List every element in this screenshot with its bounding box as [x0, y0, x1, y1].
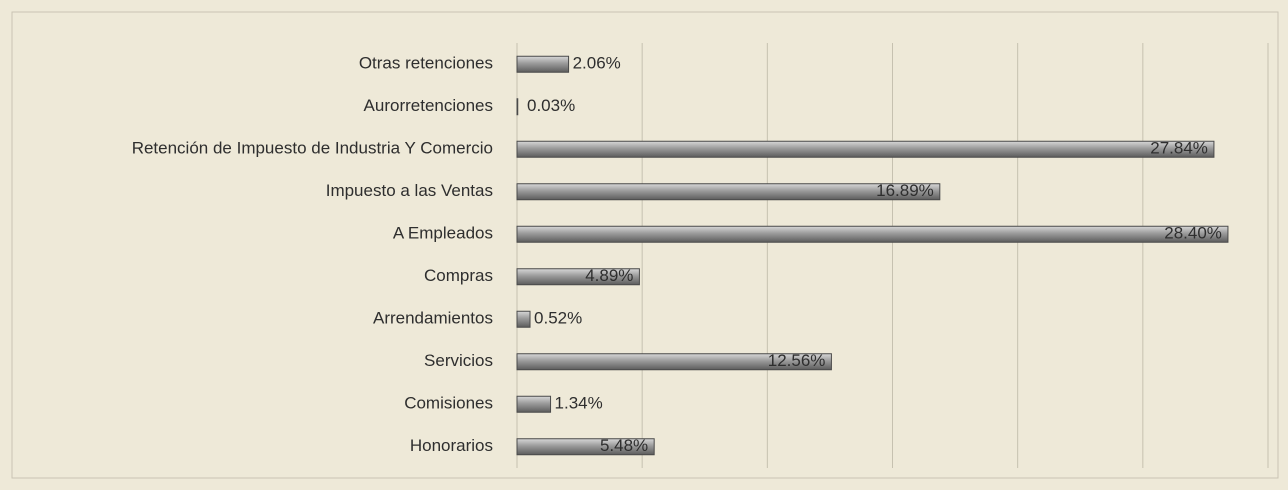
data-label: 5.48% [600, 436, 648, 455]
y-tick-label: Arrendamientos [373, 309, 493, 328]
data-label: 16.89% [876, 181, 934, 200]
y-tick-label: Comisiones [404, 394, 493, 413]
bar [516, 98, 519, 116]
data-label: 28.40% [1164, 224, 1222, 243]
data-label: 0.52% [534, 309, 582, 328]
y-tick-label: Aurorretenciones [364, 96, 493, 115]
bar [516, 353, 832, 371]
bar [516, 55, 570, 73]
y-tick-label: Otras retenciones [359, 54, 493, 73]
bar [516, 183, 941, 201]
plot-border [11, 11, 1279, 479]
data-label: 27.84% [1150, 139, 1208, 158]
bar [516, 310, 531, 328]
bar [516, 268, 640, 286]
data-label: 4.89% [585, 266, 633, 285]
bar [516, 140, 1215, 158]
y-tick-label: Servicios [424, 351, 493, 370]
bar [516, 438, 655, 456]
y-tick-label: Impuesto a las Ventas [326, 181, 493, 200]
y-tick-label: Retención de Impuesto de Industria Y Com… [132, 139, 493, 158]
y-tick-label: Compras [424, 266, 493, 285]
y-tick-label: Honorarios [410, 436, 493, 455]
data-label: 1.34% [555, 394, 603, 413]
bar [516, 395, 552, 413]
y-tick-label: A Empleados [393, 224, 493, 243]
data-label: 2.06% [573, 54, 621, 73]
data-label: 0.03% [527, 96, 575, 115]
bar [516, 225, 1229, 243]
data-label: 12.56% [768, 351, 826, 370]
